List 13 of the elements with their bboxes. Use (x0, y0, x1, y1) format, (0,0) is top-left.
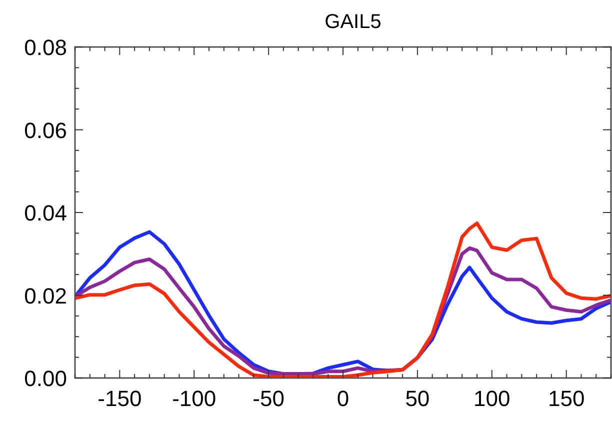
y-tick-label: 0.02 (24, 283, 67, 308)
y-tick-label: 0.06 (24, 118, 67, 143)
x-tick-label: -50 (252, 386, 284, 411)
y-tick-label: 0.04 (24, 200, 67, 226)
x-tick-label: -150 (98, 386, 142, 411)
y-tick-label: 0.08 (24, 35, 67, 60)
chart-title: GAIL5 (324, 11, 382, 33)
x-tick-label: 100 (474, 386, 510, 411)
x-tick-label: 0 (336, 386, 350, 411)
y-tick-label: 0.00 (24, 366, 67, 391)
x-tick-label: -100 (172, 386, 216, 411)
x-tick-label: 50 (405, 386, 430, 411)
x-tick-label: 150 (548, 386, 585, 411)
